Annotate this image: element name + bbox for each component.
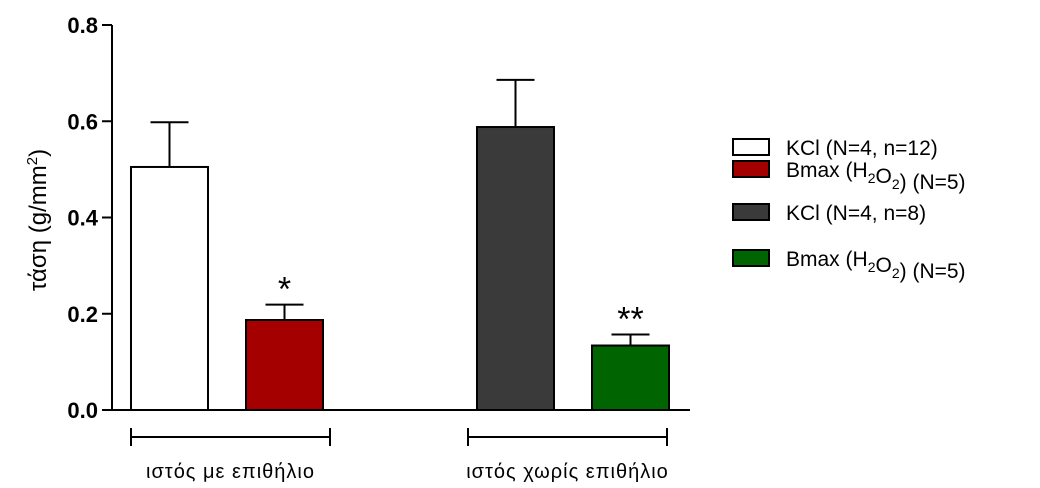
y-tick-label: 0.4 — [67, 206, 98, 231]
significance-label-3: ** — [617, 300, 643, 338]
legend-swatch-0 — [732, 138, 770, 156]
legend-label-2: KCl (N=4, n=8) — [786, 202, 926, 225]
y-tick-label: 0.8 — [67, 13, 98, 38]
bar-0 — [130, 165, 209, 411]
group-label-0: ιστός με επιθήλιο — [146, 461, 315, 483]
legend-label-1: Bmax (H2O2) (N=5) — [786, 159, 966, 194]
y-axis-title: τάση (g/mm2) — [24, 149, 52, 291]
legend-swatch-1 — [732, 160, 770, 178]
bar-1 — [245, 319, 324, 412]
bar-3 — [591, 344, 670, 412]
legend-label-3: Bmax (H2O2) (N=5) — [786, 248, 966, 283]
group-label-1: ιστός χωρίς επιθήλιο — [466, 461, 669, 483]
y-tick-label: 0.0 — [67, 398, 98, 423]
legend-label-0: KCl (N=4, n=12) — [786, 137, 938, 160]
y-tick-label: 0.6 — [67, 109, 98, 134]
legend-swatch-2 — [732, 203, 770, 221]
legend-swatch-3 — [732, 249, 770, 267]
y-tick-label: 0.2 — [67, 302, 98, 327]
significance-label-1: * — [278, 271, 291, 309]
bar-2 — [476, 126, 555, 412]
